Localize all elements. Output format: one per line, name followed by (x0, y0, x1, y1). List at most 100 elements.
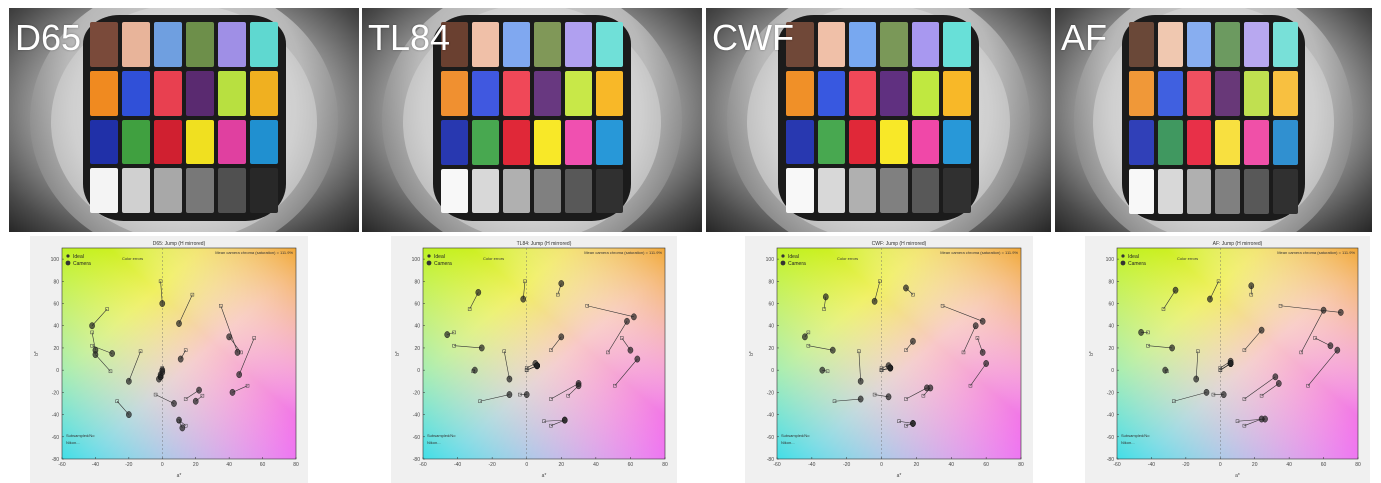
y-tick-label: -80 (1107, 457, 1114, 463)
camera-point (910, 420, 916, 427)
error-vector (543, 419, 565, 422)
ideal-point (245, 383, 250, 388)
color-patch (249, 168, 278, 214)
color-patch (786, 168, 814, 214)
ab-scatter-plot-1: D65: Jump (H mirrored) -60 -40 -20 0 20 40 60 80… (30, 236, 308, 483)
x-tick-label: 20 (193, 462, 199, 468)
camera-point (1327, 342, 1334, 350)
y-axis-label: b* (1089, 351, 1095, 356)
camera-point (627, 346, 634, 354)
x-tick-label: 80 (1355, 462, 1361, 468)
error-vector (95, 354, 111, 372)
illuminant-label: D65 (15, 17, 82, 58)
camera-point (903, 284, 909, 292)
color-patch (217, 119, 246, 165)
x-tick-label: -20 (489, 462, 496, 468)
ideal-point (153, 392, 158, 397)
legend-label: Camera (788, 261, 806, 267)
camera-point (1193, 375, 1199, 383)
camera-point (1272, 373, 1279, 381)
y-tick-label: 20 (768, 346, 774, 352)
color-patch (943, 168, 971, 214)
y-tick-label: 60 (768, 302, 774, 308)
ideal-point (1161, 307, 1166, 311)
y-tick-label: 100 (51, 257, 60, 263)
x-tick-label: 40 (1286, 462, 1292, 468)
plot-frame (1116, 247, 1359, 460)
color-patch (122, 71, 151, 116)
camera-point (885, 393, 892, 401)
ideal-point (904, 348, 908, 352)
camera-point (126, 377, 132, 385)
color-patch (217, 71, 246, 116)
camera-point (171, 400, 177, 407)
y-tick-label: -40 (1107, 413, 1114, 419)
x-tick-label: 0 (1219, 462, 1222, 468)
camera-point (126, 411, 132, 418)
x-tick-label: -20 (125, 462, 132, 468)
chroma-annotation: Mean camera chroma (saturation) = 111.9% (940, 250, 1018, 255)
plot-area-overlay (62, 248, 296, 459)
camera-point (979, 317, 986, 325)
color-patch (880, 22, 908, 68)
legend-marker (780, 260, 786, 266)
ideal-point (1172, 399, 1176, 404)
color-patch (249, 71, 278, 116)
error-vector (1280, 305, 1341, 313)
legend-marker (66, 254, 70, 258)
color-patch (817, 22, 845, 68)
color-patch (596, 70, 624, 116)
legend-label: Camera (434, 261, 452, 267)
color-patch (1244, 119, 1270, 165)
error-vector (155, 394, 175, 404)
color-patch (90, 168, 119, 214)
camera-point (176, 416, 182, 424)
y-tick-label: 80 (1108, 279, 1114, 285)
legend-marker (1120, 260, 1126, 266)
color-checker-board (82, 14, 286, 221)
color-patch (1157, 21, 1183, 67)
camera-point (520, 295, 527, 303)
ab-scatter-plot-4: AF: Jump (H mirrored) -60 -40 -20 0 20 40 60 80 -… (1085, 236, 1370, 483)
color-patch (1186, 119, 1212, 165)
camera-point (575, 382, 582, 390)
y-tick-label: -20 (767, 390, 774, 396)
y-tick-label: -60 (1107, 435, 1114, 441)
legend-label: Ideal (73, 254, 84, 260)
color-patch (1215, 21, 1241, 67)
y-tick-label: 40 (768, 324, 774, 330)
ideal-point (200, 393, 205, 398)
scatter-svg: AF: Jump (H mirrored) -60 -40 -20 0 20 40 60 80 -… (1089, 241, 1361, 479)
color-patch (154, 168, 182, 214)
legend-label: Camera (73, 261, 91, 267)
color-patch (154, 22, 182, 68)
ideal-point (158, 279, 163, 284)
y-tick-label: 100 (766, 257, 775, 263)
ideal-point (606, 350, 610, 355)
ideal-point (556, 292, 560, 297)
camera-point (236, 371, 242, 379)
ideal-point (566, 393, 570, 398)
camera-point (478, 344, 485, 352)
illuminant-label: TL84 (368, 17, 451, 58)
y-tick-label: 0 (417, 368, 420, 374)
camera-point (506, 391, 513, 398)
camera-point (1276, 380, 1282, 387)
ideal-point (467, 307, 472, 311)
color-patch (440, 70, 468, 116)
ideal-point (822, 307, 826, 311)
ideal-point (897, 419, 901, 423)
camera-point (631, 313, 637, 321)
ideal-point (542, 419, 546, 423)
ideal-point (620, 336, 624, 340)
ideal-point (549, 423, 553, 428)
ideal-point (518, 392, 522, 397)
error-vector (1147, 345, 1173, 349)
ideal-point (1211, 392, 1216, 397)
ideal-point (90, 343, 94, 348)
color-patch (122, 22, 151, 68)
camera-point (234, 348, 241, 356)
chroma-annotation: Mean camera chroma (saturation) = 111.9% (584, 250, 662, 255)
legend-marker (427, 254, 431, 258)
camera-point (472, 366, 478, 374)
